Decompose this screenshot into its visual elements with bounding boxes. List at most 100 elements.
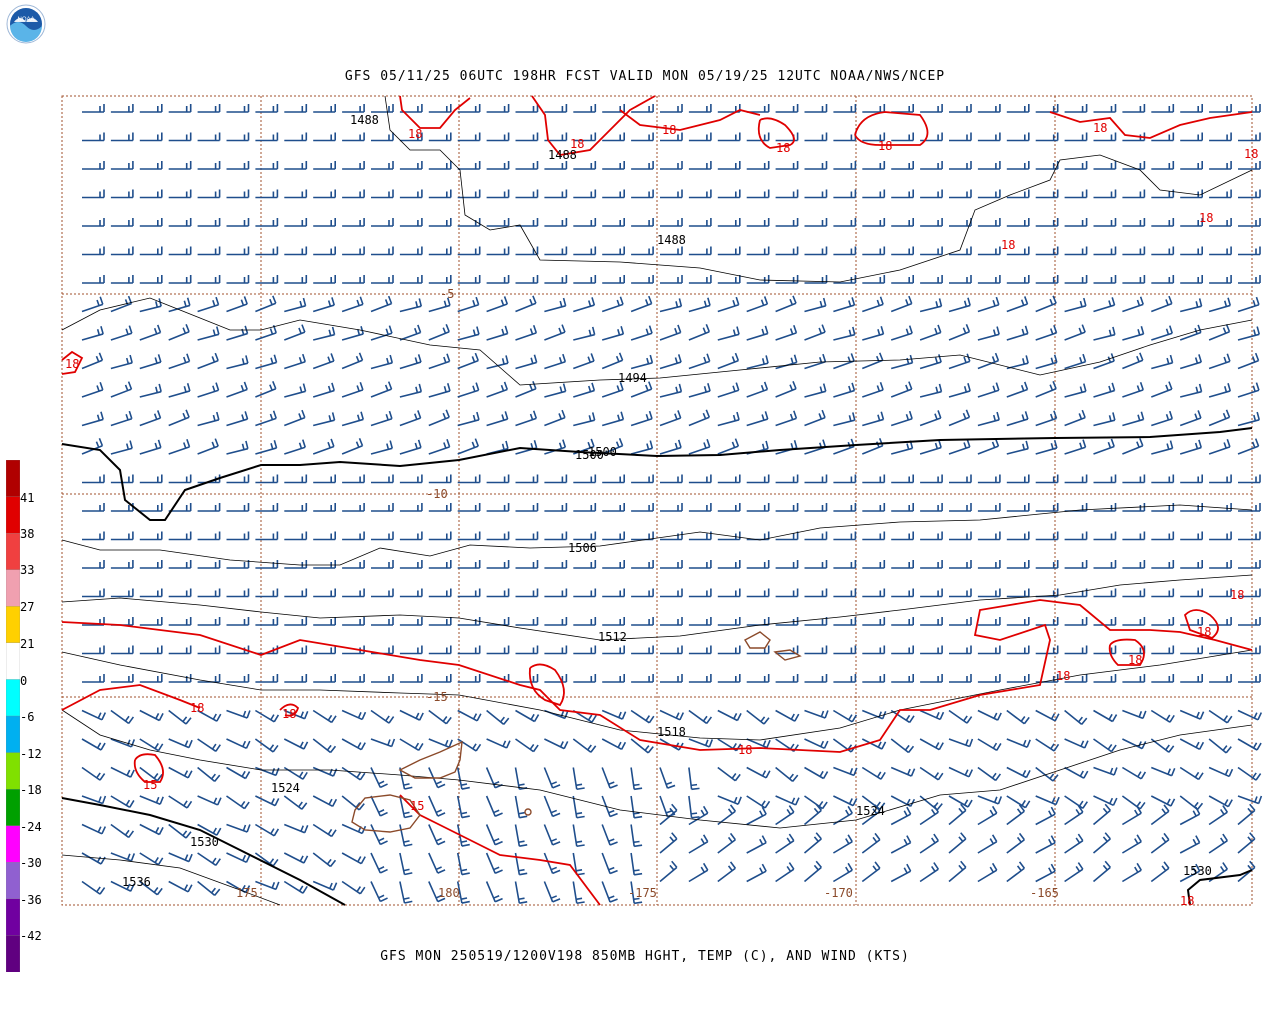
wind-barb — [949, 560, 972, 569]
wind-barb — [804, 795, 828, 810]
wind-barb — [630, 381, 653, 398]
height-label: 1512 — [598, 630, 627, 644]
wind-barb — [168, 324, 190, 341]
wind-barb — [1208, 324, 1231, 341]
wind-barb — [1093, 438, 1115, 455]
wind-barb — [168, 246, 192, 256]
wind-barb — [601, 852, 618, 875]
wind-barb — [977, 709, 1002, 721]
colorbar-label: -24 — [20, 820, 42, 834]
wind-barb — [515, 189, 539, 199]
wind-barb — [399, 383, 423, 398]
wind-barb — [457, 474, 481, 484]
wind-barb — [81, 352, 104, 370]
wind-barb — [514, 824, 528, 847]
wind-barb — [1064, 709, 1088, 725]
wind-barb — [197, 823, 222, 836]
wind-barb — [572, 881, 585, 905]
wind-barb — [341, 411, 365, 427]
wind-barb — [255, 295, 277, 313]
wind-barb — [804, 297, 827, 313]
wind-barb — [515, 246, 539, 256]
wind-barb — [81, 411, 104, 427]
wind-barb — [1209, 161, 1232, 170]
wind-barb — [1180, 674, 1203, 683]
colorbar-label: -18 — [20, 783, 42, 797]
wind-barb — [804, 218, 828, 227]
wind-barb — [139, 246, 163, 256]
wind-barb — [110, 709, 135, 725]
longitude-label: 180 — [438, 886, 460, 900]
contour-labels: 1488 1488 1488 1494 1500 1500 1506 1512 … — [65, 113, 1258, 908]
wind-barb — [688, 588, 712, 598]
wind-barb — [399, 852, 413, 876]
wind-barb — [688, 324, 711, 341]
wind-barb — [197, 104, 221, 113]
wind-barb — [977, 132, 1001, 142]
wind-barb — [775, 617, 799, 626]
wind-barb — [1093, 412, 1116, 427]
colorbar-label: -30 — [20, 856, 42, 870]
wind-barb — [1151, 766, 1176, 777]
wind-barb — [544, 353, 567, 370]
wind-barb — [1180, 560, 1203, 569]
wind-barb — [284, 218, 308, 227]
wind-barb — [371, 161, 394, 170]
wind-barb — [197, 382, 220, 398]
wind-barb — [949, 161, 972, 170]
wind-barb — [168, 588, 192, 598]
wind-barb — [775, 588, 799, 598]
wind-barb — [486, 246, 510, 256]
wind-barb — [284, 324, 306, 341]
wind-barb — [81, 880, 106, 895]
wind-barb — [1121, 795, 1146, 810]
wind-barb — [862, 161, 886, 170]
wind-barb — [1179, 324, 1202, 341]
wind-barb — [515, 132, 539, 142]
wind-barb — [804, 766, 829, 780]
wind-barb — [572, 795, 585, 819]
wind-barb — [544, 218, 568, 227]
wind-barb — [573, 382, 596, 398]
wind-barb — [428, 617, 452, 626]
wind-barb — [457, 246, 481, 256]
wind-barb — [602, 246, 626, 256]
wind-barb — [1064, 161, 1088, 170]
wind-barb — [168, 218, 192, 227]
wind-barb — [804, 246, 828, 256]
wind-barb — [631, 161, 654, 170]
wind-barb — [1150, 709, 1175, 723]
wind-barb — [515, 738, 539, 753]
colorbar-swatch — [5, 606, 21, 644]
wind-barb — [1151, 617, 1175, 626]
wind-barb — [688, 738, 714, 748]
wind-barb — [1006, 804, 1026, 826]
wind-barb — [255, 410, 277, 427]
height-label: 1530 — [1183, 864, 1212, 878]
wind-barb — [602, 674, 626, 683]
wind-barb — [833, 246, 857, 256]
wind-barb — [82, 275, 105, 284]
wind-barb — [341, 795, 365, 811]
wind-barb — [1093, 674, 1117, 683]
wind-barb — [1238, 531, 1261, 541]
wind-barb — [717, 218, 741, 227]
wind-barb — [1237, 411, 1261, 427]
wind-barb — [197, 531, 221, 541]
wind-barb — [312, 297, 336, 313]
wind-barb — [1064, 805, 1084, 826]
wind-barb — [717, 246, 741, 256]
wind-barb — [688, 353, 711, 370]
wind-barb — [486, 411, 509, 427]
wind-barb — [862, 189, 886, 199]
temp-label: 18 — [1001, 238, 1015, 252]
wind-barb — [82, 503, 105, 512]
wind-barb — [602, 531, 626, 541]
wind-barb — [1006, 503, 1030, 512]
wind-barb — [370, 381, 393, 398]
wind-barb — [82, 674, 105, 683]
wind-barb — [631, 645, 654, 655]
map-caption: GFS MON 250519/1200V198 850MB HGHT, TEMP… — [380, 949, 910, 964]
temp-label: 18 — [570, 137, 584, 151]
temp-label: 18 — [65, 357, 79, 371]
